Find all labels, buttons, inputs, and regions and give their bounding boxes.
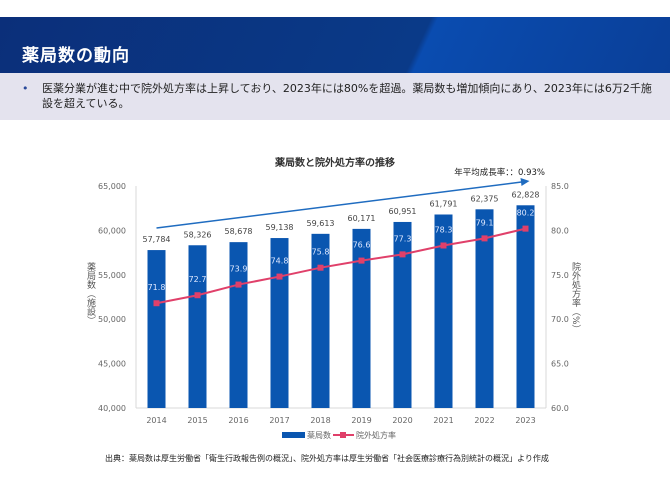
line-data-label: 75.8 [312,248,330,257]
y-tick-label: 65,000 [98,182,126,191]
y-tick-label: 50,000 [98,315,126,324]
summary-band: • 医薬分業が進む中で院外処方率は上昇しており、2023年には80%を超過。薬局… [0,73,670,120]
page-title: 薬局数の動向 [22,46,130,66]
y2-tick-label: 75.0 [551,271,569,280]
y2-axis-label: 院外処方率（%） [570,262,580,334]
y2-tick-label: 70.0 [551,315,569,324]
y2-tick-label: 65.0 [551,360,569,369]
x-tick-label: 2017 [269,416,289,425]
chart-title: 薬局数と院外処方率の推移 [274,156,395,169]
bar-data-label: 58,678 [225,227,253,236]
bar [516,205,535,408]
growth-rate-annotation: 年平均成長率：：0.93% [454,167,545,178]
line-point [153,300,160,307]
bar-data-label: 60,951 [389,207,417,216]
line-point [194,292,201,299]
x-tick-label: 2021 [433,416,453,425]
legend-bar-label: 薬局数 [307,430,331,440]
x-tick-label: 2023 [515,416,535,425]
line-data-label: 74.8 [271,257,289,266]
line-point [399,251,406,258]
bar-data-label: 59,138 [266,223,294,232]
x-tick-label: 2018 [310,416,330,425]
line-point [358,257,365,264]
bullet-text: 医薬分業が進む中で院外処方率は上昇しており、2023年には80%を超過。薬局数も… [42,82,652,110]
y2-tick-label: 80.0 [551,226,569,235]
source-note: 出典：薬局数は厚生労働省「衛生行政報告例の概況」、院外処方率は厚生労働省「社会医… [105,454,549,463]
x-tick-label: 2019 [351,416,371,425]
header-band: 薬局数の動向 [0,17,670,73]
bar [393,221,412,408]
y-axis-label: 薬局数（施設） [85,262,95,325]
bar-data-label: 62,375 [471,194,499,203]
line-point [317,264,324,271]
y-tick-label: 60,000 [98,226,126,235]
y-tick-label: 55,000 [98,271,126,280]
bar [147,250,166,408]
trend-arrow-head [520,178,530,186]
bullet-item: • 医薬分業が進む中で院外処方率は上昇しており、2023年には80%を超過。薬局… [22,81,652,111]
y2-tick-label: 60.0 [551,404,569,413]
bar [270,238,289,408]
x-tick-label: 2015 [187,416,207,425]
bar [434,214,453,408]
y-tick-label: 40,000 [98,404,126,413]
line-point [276,273,283,280]
line-point [522,225,529,232]
x-tick-label: 2014 [146,416,166,425]
line-data-label: 79.1 [476,218,494,227]
legend-line-marker [340,432,346,438]
y2-tick-label: 85.0 [551,182,569,191]
line-data-label: 76.6 [353,241,371,250]
x-tick-label: 2020 [392,416,412,425]
line-data-label: 72.7 [189,275,207,284]
legend-line-label: 院外処方率 [356,430,396,440]
bar [188,245,207,408]
bar [475,209,494,408]
trend-arrow-line [156,181,522,229]
line-data-label: 77.3 [394,234,412,243]
line-point [440,242,447,249]
line-series [156,227,526,305]
bar-data-label: 59,613 [307,219,335,228]
bar-data-label: 61,791 [430,199,458,208]
bar-data-label: 58,326 [184,230,212,239]
bar [352,228,371,408]
line-point [235,281,242,288]
bar [311,233,330,408]
line-data-label: 73.9 [230,265,248,274]
line-data-label: 71.8 [148,283,166,292]
line-data-label: 80.2 [517,209,535,218]
line-data-label: 78.3 [435,225,453,234]
x-tick-label: 2022 [474,416,494,425]
line-point [481,235,488,242]
bullet-marker: • [22,82,29,95]
bar-data-label: 60,171 [348,214,376,223]
legend-bar-swatch [282,432,305,438]
bar-data-label: 62,828 [512,190,540,199]
x-tick-label: 2016 [228,416,248,425]
y-tick-label: 45,000 [98,360,126,369]
bar-data-label: 57,784 [143,235,171,244]
